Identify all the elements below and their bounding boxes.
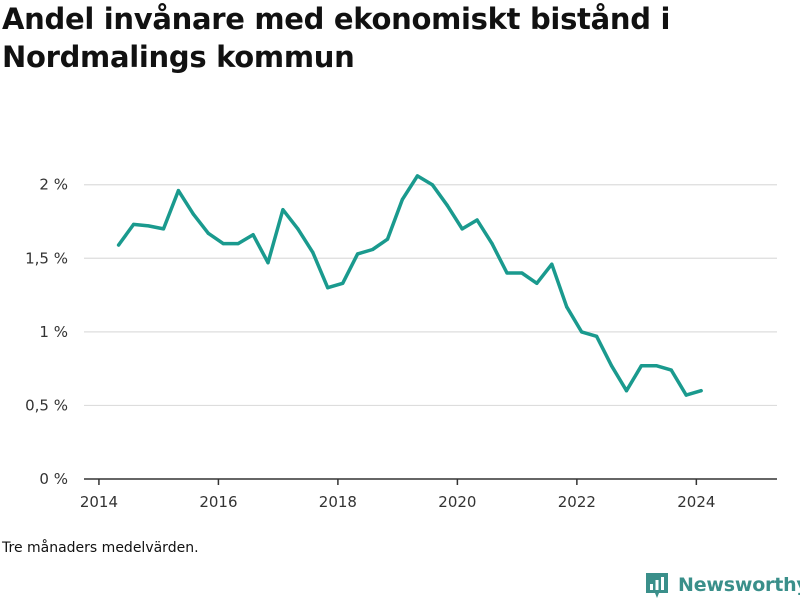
x-axis xyxy=(84,478,777,485)
data-point xyxy=(281,208,285,212)
data-point xyxy=(565,305,569,309)
data-point xyxy=(699,389,703,393)
y-axis-labels: 0 % 0,5 % 1 % 1,5 % 2 % xyxy=(25,176,68,488)
data-point xyxy=(356,252,360,256)
data-point xyxy=(176,189,180,193)
data-point xyxy=(684,393,688,397)
data-point xyxy=(296,227,300,231)
data-point xyxy=(117,243,121,247)
data-point xyxy=(400,197,405,202)
series-layer xyxy=(116,174,703,397)
data-point xyxy=(370,247,375,252)
data-point xyxy=(191,212,195,216)
data-point xyxy=(535,281,539,285)
x-axis-labels: 2014 2016 2018 2020 2022 2024 xyxy=(80,493,716,511)
data-point xyxy=(146,224,151,228)
data-point xyxy=(161,227,166,231)
data-point xyxy=(475,218,479,222)
newsworthy-logo-icon xyxy=(646,573,668,598)
chart-title: Andel invånare med ekonomiskt bistånd i … xyxy=(2,2,671,74)
data-point xyxy=(654,364,658,368)
x-tick-label: 2022 xyxy=(558,493,596,511)
brand-name: Newsworthy xyxy=(678,574,800,596)
y-tick-label: 2 % xyxy=(39,176,68,194)
x-tick-label: 2014 xyxy=(80,493,118,511)
y-tick-label: 0 % xyxy=(39,470,68,488)
y-tick-label: 0,5 % xyxy=(25,396,68,414)
data-point xyxy=(251,233,255,237)
data-point xyxy=(131,222,136,227)
data-point xyxy=(266,261,270,265)
x-tick-label: 2020 xyxy=(438,493,476,511)
x-tick-label: 2018 xyxy=(319,493,357,511)
y-tick-label: 1 % xyxy=(39,323,68,341)
data-point xyxy=(624,389,629,393)
data-point xyxy=(206,231,210,235)
footnote: Tre månaders medelvärden. xyxy=(2,540,199,556)
x-tick-label: 2024 xyxy=(677,493,715,511)
data-point xyxy=(311,250,315,254)
data-point xyxy=(415,174,419,178)
data-point xyxy=(236,241,240,246)
data-point xyxy=(520,271,524,275)
x-tick-label: 2016 xyxy=(199,493,237,511)
series-line xyxy=(116,174,703,397)
data-point xyxy=(460,227,464,231)
data-point xyxy=(326,286,330,290)
data-point xyxy=(609,364,614,368)
data-point xyxy=(669,368,673,372)
data-point xyxy=(430,183,434,187)
data-point xyxy=(639,364,643,368)
data-point xyxy=(505,271,509,275)
data-point xyxy=(221,241,225,246)
data-point xyxy=(580,330,584,334)
brand-logo[interactable]: Newsworthy xyxy=(644,570,800,600)
data-point xyxy=(550,262,554,266)
data-point xyxy=(490,241,494,246)
data-point xyxy=(594,334,599,338)
data-point xyxy=(341,281,345,285)
y-tick-label: 1,5 % xyxy=(25,249,68,267)
data-point xyxy=(385,237,390,241)
data-point xyxy=(445,203,449,207)
